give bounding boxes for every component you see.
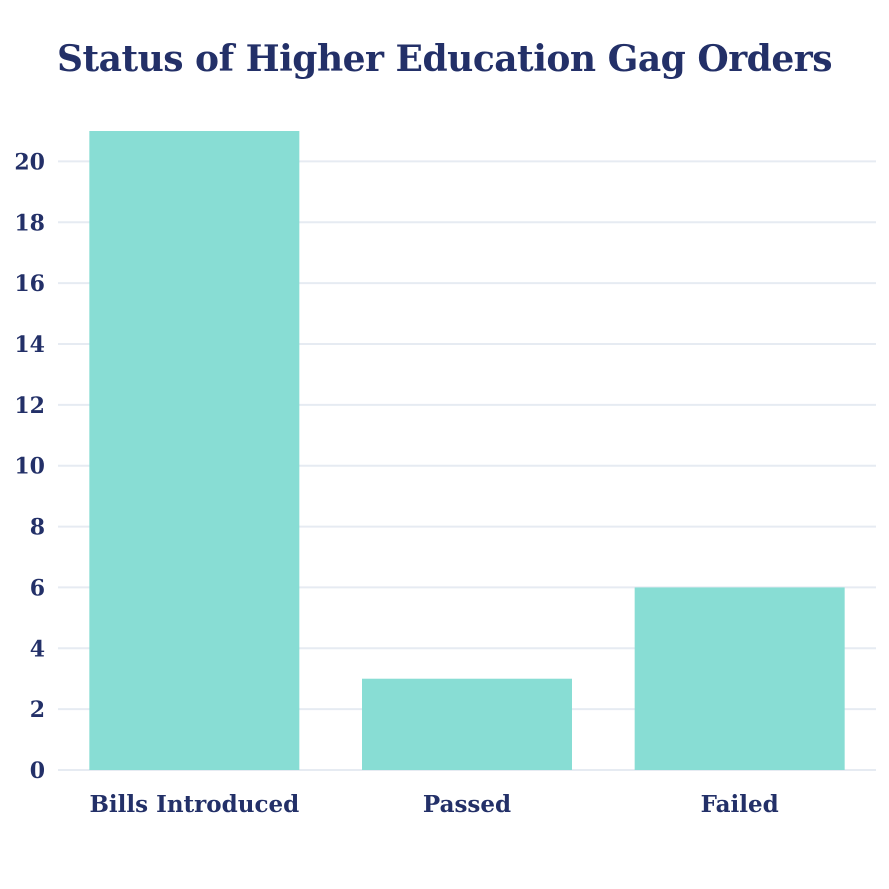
y-tick-label: 12 [14, 393, 45, 419]
x-category-label: Failed [701, 791, 779, 818]
y-tick-label: 2 [30, 697, 45, 723]
y-tick-label: 16 [14, 271, 45, 297]
bar [89, 131, 300, 770]
x-category-label: Passed [423, 791, 511, 818]
bars [89, 131, 845, 770]
y-axis-ticks: 0 2 4 6 8 10 12 14 16 18 20 [14, 149, 45, 784]
x-axis-labels: Bills Introduced Passed Failed [89, 791, 778, 818]
x-category-label: Bills Introduced [89, 791, 299, 818]
y-tick-label: 10 [14, 454, 45, 480]
y-tick-label: 0 [30, 758, 45, 784]
bar [634, 587, 845, 770]
y-tick-label: 20 [14, 149, 45, 175]
bar [362, 678, 572, 770]
y-tick-label: 6 [30, 575, 45, 601]
chart-title: Status of Higher Education Gag Orders [57, 38, 833, 80]
y-tick-label: 8 [30, 515, 45, 541]
y-tick-label: 14 [14, 332, 45, 358]
y-tick-label: 18 [14, 210, 45, 236]
y-tick-label: 4 [30, 636, 45, 662]
